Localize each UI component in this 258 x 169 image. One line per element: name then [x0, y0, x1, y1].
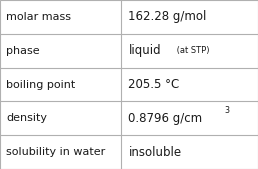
Text: 3: 3 [225, 106, 230, 115]
Text: 162.28 g/mol: 162.28 g/mol [128, 10, 207, 23]
Text: phase: phase [6, 46, 40, 56]
Text: boiling point: boiling point [6, 79, 76, 90]
Text: liquid: liquid [128, 44, 161, 57]
Text: 205.5 °C: 205.5 °C [128, 78, 180, 91]
Text: 0.8796 g/cm: 0.8796 g/cm [128, 112, 203, 125]
Text: density: density [6, 113, 47, 123]
Text: insoluble: insoluble [128, 146, 182, 159]
Text: molar mass: molar mass [6, 12, 71, 22]
Text: (at STP): (at STP) [174, 46, 210, 55]
Text: solubility in water: solubility in water [6, 147, 106, 157]
